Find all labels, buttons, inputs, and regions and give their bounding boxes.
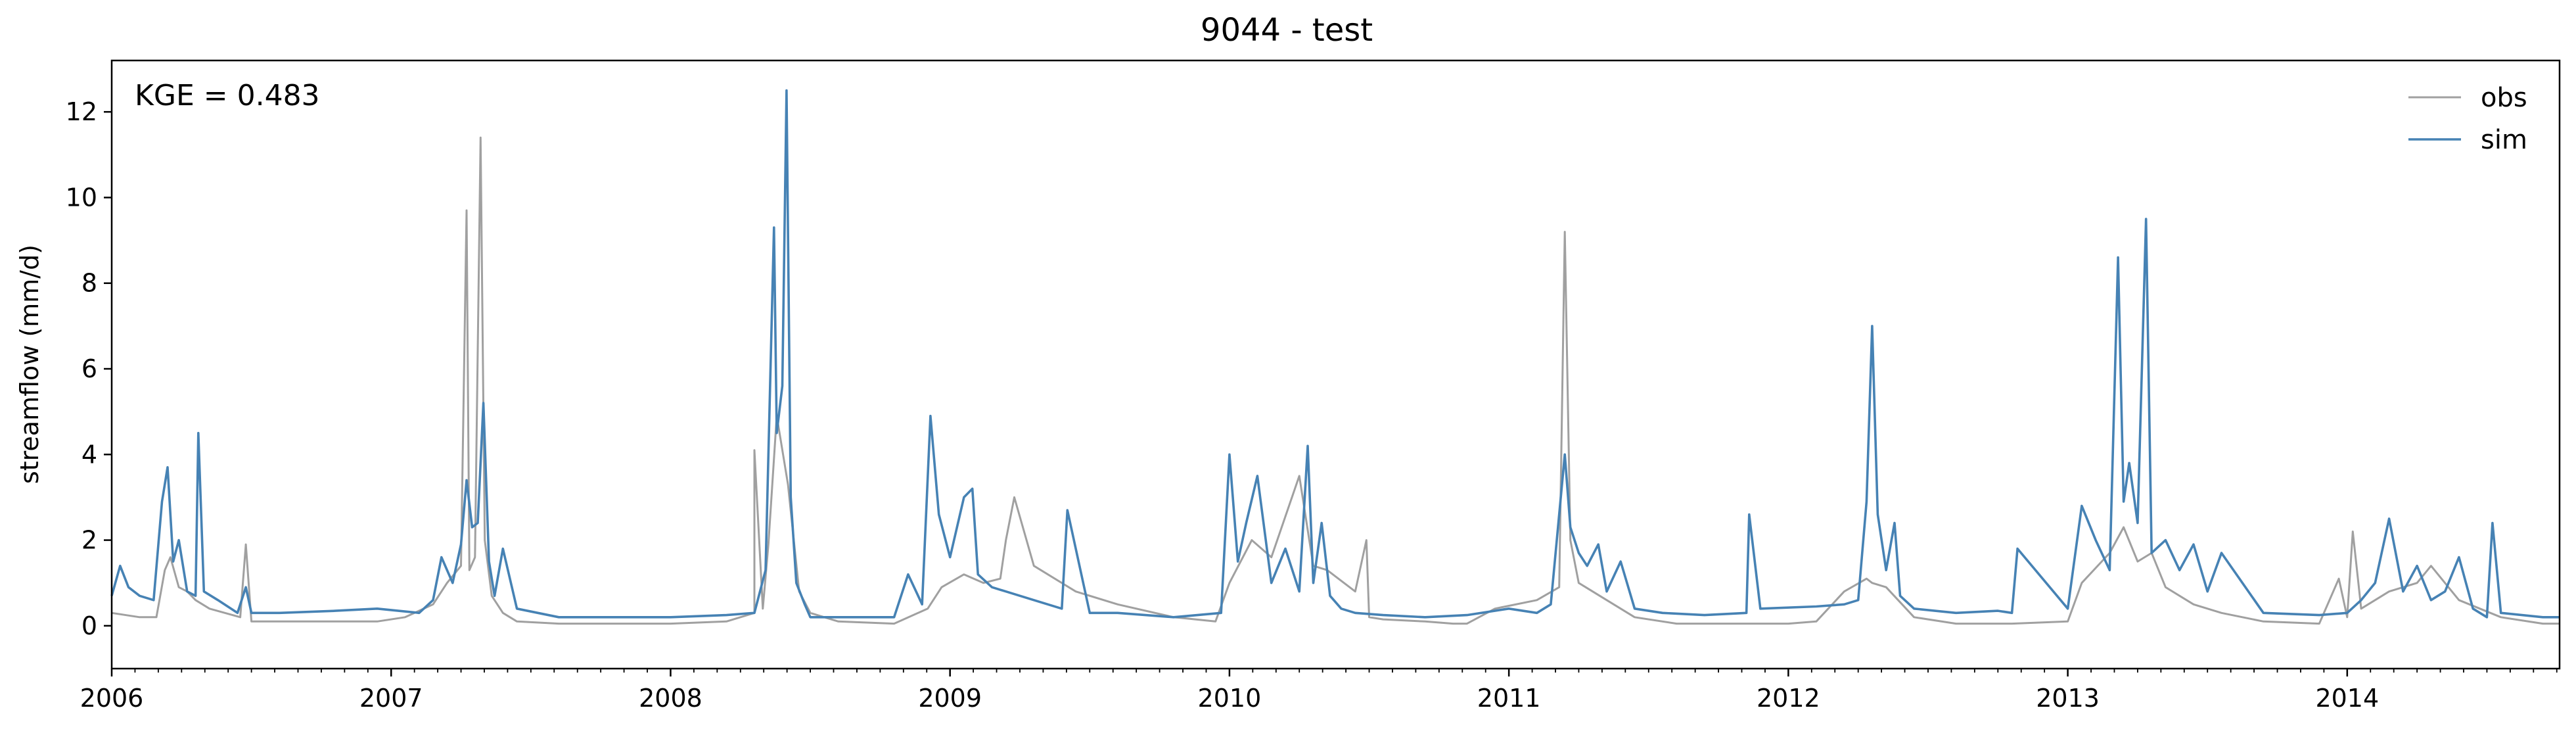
y-tick-label: 12	[66, 97, 97, 126]
kge-annotation: KGE = 0.483	[135, 79, 320, 112]
x-tick-label: 2007	[359, 684, 423, 713]
y-tick-label: 8	[81, 269, 97, 298]
y-tick-label: 0	[81, 611, 97, 640]
y-axis-label: streamflow (mm/d)	[15, 245, 44, 484]
y-tick-label: 6	[81, 354, 97, 383]
x-tick-label: 2011	[1477, 684, 1541, 713]
y-axis: 0 2 4 6 8 10 12	[66, 97, 112, 640]
plot-frame	[110, 59, 2561, 670]
x-tick-label: 2012	[1757, 684, 1820, 713]
chart-title: 9044 - test	[1201, 12, 1373, 49]
x-tick-label: 2010	[1198, 684, 1262, 713]
x-tick-label: 2013	[2036, 684, 2100, 713]
x-tick-label: 2009	[918, 684, 982, 713]
x-axis: 2006 2007 2008 2009 2010 2011 2012 2013 2014	[80, 669, 2558, 713]
x-tick-label: 2014	[2315, 684, 2379, 713]
x-tick-label: 2008	[639, 684, 702, 713]
y-tick-label: 2	[81, 526, 97, 555]
x-tick-label: 2006	[80, 684, 144, 713]
legend: obs sim	[2408, 83, 2527, 155]
series-layer	[110, 89, 2560, 625]
y-tick-label: 4	[81, 440, 97, 469]
legend-label-obs: obs	[2481, 83, 2527, 113]
series-line-sim	[110, 89, 2560, 619]
legend-label-sim: sim	[2481, 125, 2527, 155]
series-line-obs	[111, 136, 2560, 625]
y-tick-label: 10	[66, 183, 97, 212]
plot-area	[110, 59, 2561, 670]
